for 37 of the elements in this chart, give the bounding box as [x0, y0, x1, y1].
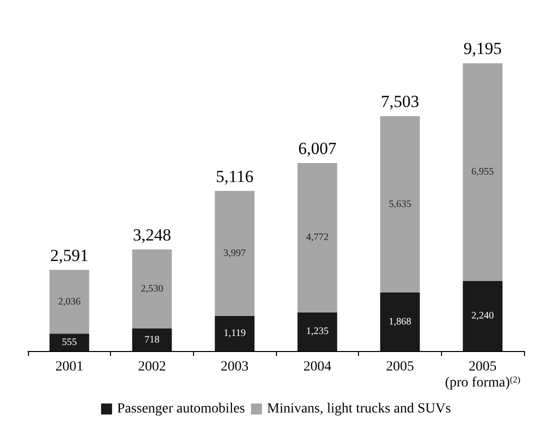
x-tick-label: 2003	[220, 360, 249, 374]
bar	[462, 63, 503, 281]
total-label: 5,116	[216, 166, 254, 186]
x-tick-label: 2001	[55, 360, 84, 374]
total-label: 6,007	[298, 138, 337, 158]
data-label: 2,530	[140, 283, 164, 294]
data-label: 718	[144, 334, 160, 346]
bar	[297, 312, 338, 351]
data-label: 4,772	[306, 232, 329, 244]
bar	[49, 334, 90, 351]
data-label: 1,235	[306, 326, 329, 338]
bar	[297, 162, 338, 312]
data-label: 555	[62, 336, 77, 348]
x-tick-label: 2004	[303, 360, 332, 374]
bar	[462, 280, 503, 351]
data-label: 5,635	[388, 198, 412, 210]
total-label: 7,503	[380, 92, 420, 112]
bar	[380, 292, 420, 351]
total-label: 9,195	[464, 39, 502, 58]
bar	[132, 328, 172, 351]
x-tick-label: 2005	[386, 360, 414, 374]
x-tick-label: 2002	[138, 360, 166, 374]
bar	[380, 116, 420, 293]
bar	[132, 249, 172, 329]
legend-label: Minivans, light trucks and SUVs	[266, 402, 451, 416]
data-label: 2,240	[471, 310, 494, 322]
data-label: 2,036	[58, 296, 81, 308]
bar	[214, 316, 255, 351]
bar	[49, 270, 90, 334]
legend-label: Passenger automobiles	[117, 402, 245, 416]
bar	[214, 190, 255, 316]
total-label: 2,591	[50, 246, 88, 265]
data-label: 1,119	[224, 328, 246, 339]
data-label: 6,955	[471, 166, 494, 178]
data-label: 1,868	[388, 316, 412, 328]
total-label: 3,248	[132, 225, 172, 244]
data-label: 3,997	[223, 248, 246, 259]
